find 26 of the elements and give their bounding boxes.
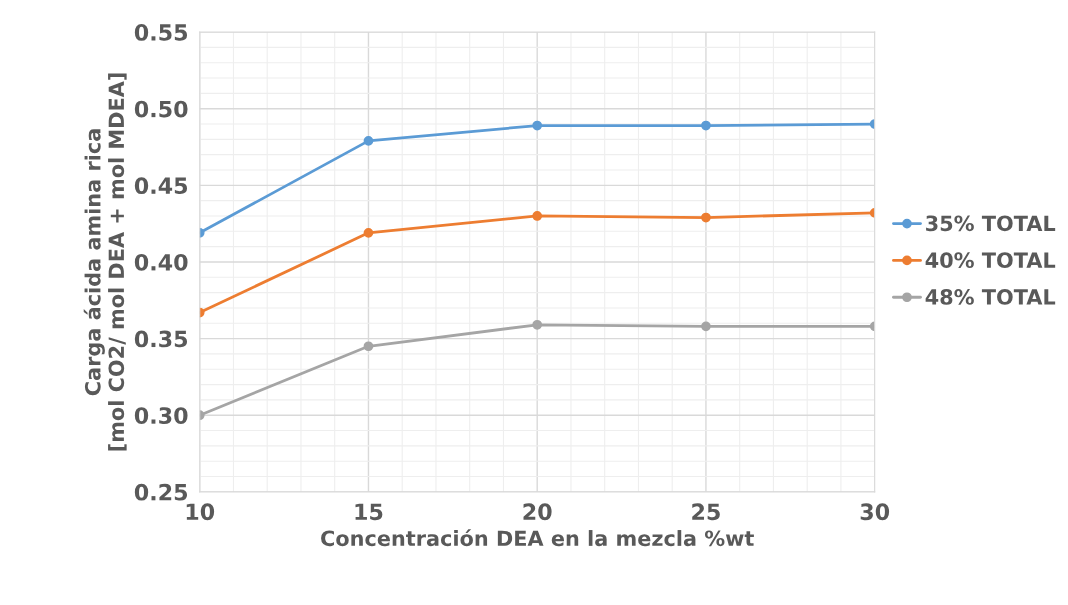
legend-label: 48% TOTAL xyxy=(925,289,1056,305)
y-tick-label: 0.45 xyxy=(134,177,188,195)
x-tick-label: 15 xyxy=(355,503,383,521)
point xyxy=(701,120,711,131)
legend-label: 40% TOTAL xyxy=(925,252,1056,269)
point xyxy=(363,227,374,238)
y-tick-label: 0.40 xyxy=(134,253,188,271)
legend-label: 35% TOTAL xyxy=(926,215,1056,232)
y-axis-title: Carga ácida amina rica [mol CO2/ mol DEA + mol MDEA] xyxy=(83,73,127,451)
point xyxy=(532,120,543,131)
y-tick-label: 0.35 xyxy=(134,330,188,348)
x-tick-label: 25 xyxy=(692,503,720,521)
x-tick-label: 30 xyxy=(860,503,890,521)
y-tick-label: 0.30 xyxy=(134,407,188,424)
point xyxy=(701,212,711,223)
x-tick-label: 20 xyxy=(523,503,552,521)
point xyxy=(532,319,543,330)
point xyxy=(532,211,543,221)
x-axis-title: Concentración DEA en la mezcla %wt xyxy=(321,529,754,547)
x-tick-label: 10 xyxy=(186,503,215,521)
point xyxy=(701,321,711,332)
y-tick-label: 0.50 xyxy=(134,100,188,118)
point xyxy=(363,136,374,146)
point xyxy=(363,341,374,352)
y-tick-label: 0.25 xyxy=(134,483,188,501)
y-tick-label: 0.55 xyxy=(134,24,188,41)
